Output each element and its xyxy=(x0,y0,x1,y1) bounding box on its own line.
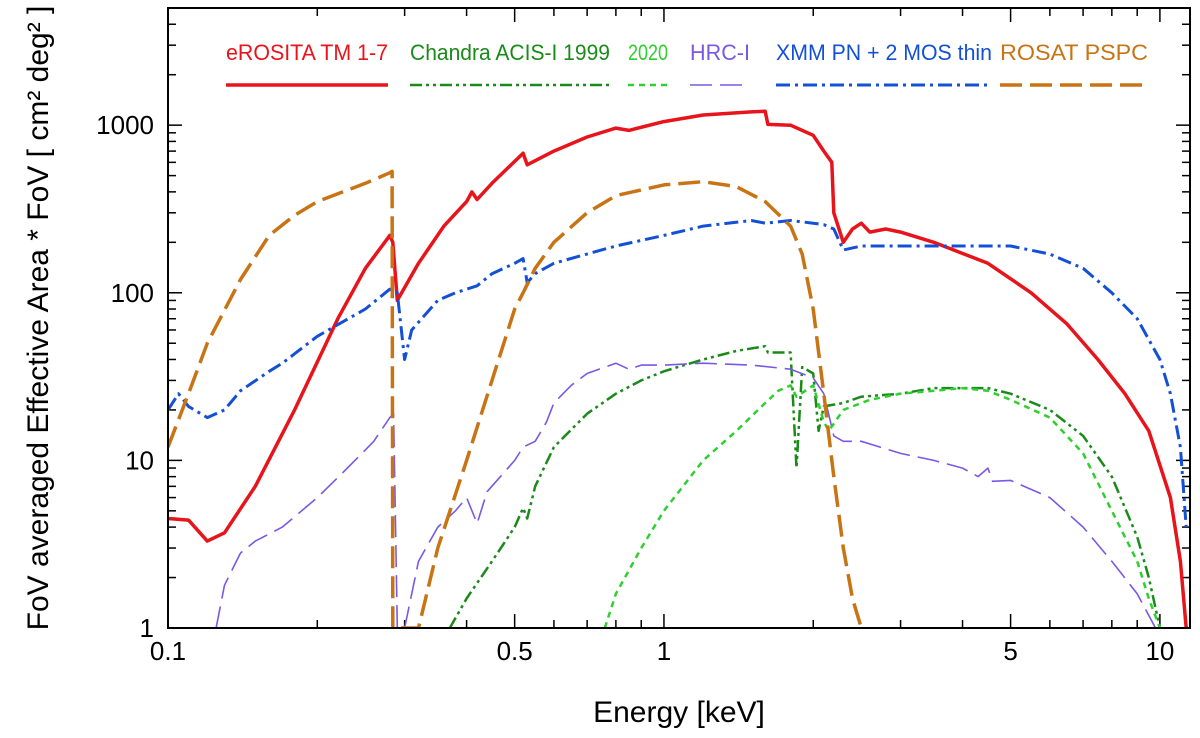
series-line-2 xyxy=(448,344,1162,628)
series-line-4 xyxy=(215,362,1157,628)
y-tick-label: 1000 xyxy=(96,110,154,140)
x-tick-label: 10 xyxy=(1145,636,1174,666)
series-layer xyxy=(168,109,1188,628)
plot-frame xyxy=(167,7,1191,629)
x-tick-label: 1 xyxy=(657,636,671,666)
x-tick-labels: 0.1 0.5 1 5 10 xyxy=(150,636,1174,666)
legend: eROSITA TM 1-7 Chandra ACIS-I 1999 2020 HRC… xyxy=(226,40,1148,87)
y-axis-label: FoV averaged Effective Area * FoV [ cm² … xyxy=(22,6,55,631)
x-tick-label: 0.1 xyxy=(150,636,186,666)
y-tick-label: 10 xyxy=(125,445,154,475)
y-tick-label: 1 xyxy=(140,613,154,643)
legend-label-2: Chandra ACIS-I 1999 xyxy=(410,40,610,65)
legend-label-5: XMM PN + 2 MOS thin xyxy=(776,40,992,65)
series-line-6 xyxy=(168,169,863,628)
legend-label-6: ROSAT PSPC xyxy=(1000,40,1148,65)
x-tick-label: 5 xyxy=(1003,636,1017,666)
y-tick-labels: 1 10 100 1000 xyxy=(96,110,154,643)
legend-label-4: HRC-I xyxy=(690,40,750,65)
series-line-1 xyxy=(168,109,1188,628)
series-line-5 xyxy=(168,219,1188,528)
x-tick-label: 0.5 xyxy=(497,636,533,666)
y-tick-label: 100 xyxy=(111,278,154,308)
legend-label-3: 2020 xyxy=(628,40,668,65)
x-axis-label: Energy [keV] xyxy=(593,696,765,729)
series-line-3 xyxy=(603,384,1162,628)
legend-label-1: eROSITA TM 1-7 xyxy=(226,40,388,65)
